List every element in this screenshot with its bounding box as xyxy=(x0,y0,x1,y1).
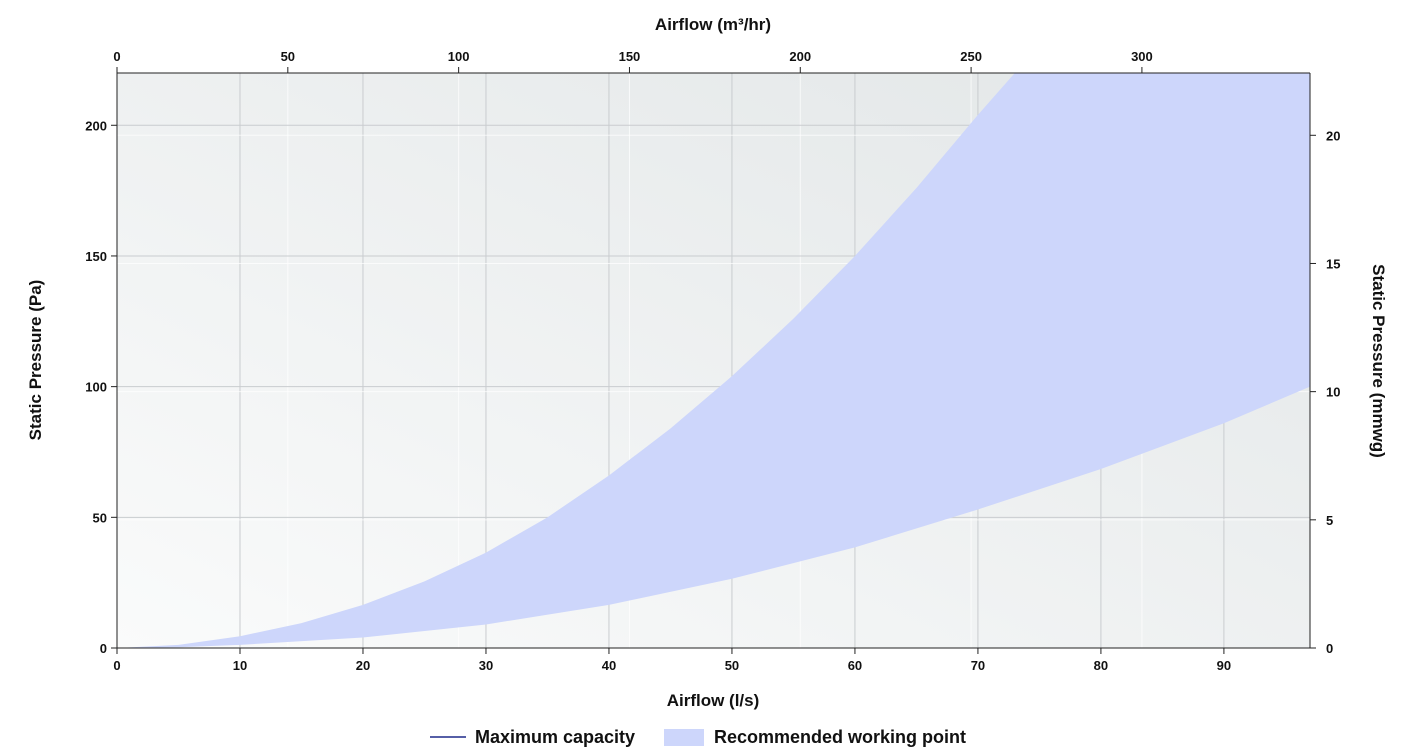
x-bottom-tick-label-20: 20 xyxy=(356,658,370,673)
y-left-tick-label-50: 50 xyxy=(93,510,107,525)
axes-layer xyxy=(116,72,1311,649)
x-top-tick-label-0: 0 xyxy=(113,49,120,64)
x-bottom-tick-label-90: 90 xyxy=(1217,658,1231,673)
series-layer xyxy=(117,73,1310,648)
y-left-tick-label-100: 100 xyxy=(85,380,107,395)
x-bottom-tick-label-40: 40 xyxy=(602,658,616,673)
x-bottom-tick-label-30: 30 xyxy=(479,658,493,673)
x-top-axis-title: Airflow (m³/hr) xyxy=(655,15,771,34)
y-right-tick-label-0: 0 xyxy=(1326,641,1333,656)
series-band-0 xyxy=(117,73,1310,648)
y-left-tick-label-150: 150 xyxy=(85,249,107,264)
x-bottom-tick-label-80: 80 xyxy=(1094,658,1108,673)
x-bottom-tick-label-60: 60 xyxy=(848,658,862,673)
legend-label-maximum-capacity: Maximum capacity xyxy=(475,727,635,747)
legend-label-recommended-working-point: Recommended working point xyxy=(714,727,966,747)
y-right-axis-title: Static Pressure (mmwg) xyxy=(1369,264,1388,458)
y-left-tick-label-200: 200 xyxy=(85,118,107,133)
y-right-tick-label-10: 10 xyxy=(1326,385,1340,400)
y-right-tick-label-5: 5 xyxy=(1326,513,1333,528)
y-right-tick-label-15: 15 xyxy=(1326,256,1340,271)
x-top-tick-label-50: 50 xyxy=(281,49,295,64)
x-top-tick-label-150: 150 xyxy=(619,49,641,64)
legend-swatch-recommended-working-point xyxy=(664,729,704,746)
y-right-tick-label-20: 20 xyxy=(1326,128,1340,143)
y-left-tick-label-0: 0 xyxy=(100,641,107,656)
x-top-tick-label-100: 100 xyxy=(448,49,470,64)
x-bottom-tick-label-10: 10 xyxy=(233,658,247,673)
x-bottom-axis-title: Airflow (l/s) xyxy=(667,691,760,710)
x-top-tick-label-250: 250 xyxy=(960,49,982,64)
x-top-tick-label-300: 300 xyxy=(1131,49,1153,64)
y-left-axis-title: Static Pressure (Pa) xyxy=(26,280,45,441)
x-bottom-tick-label-50: 50 xyxy=(725,658,739,673)
x-bottom-tick-label-0: 0 xyxy=(113,658,120,673)
ticks-layer: 0 10 20 30 40 50 60 70 80 900 50 100 150 200 250 300050… xyxy=(85,49,1340,673)
x-bottom-tick-label-70: 70 xyxy=(971,658,985,673)
legend: Maximum capacity Recommended working poi… xyxy=(430,727,966,747)
x-top-tick-label-200: 200 xyxy=(789,49,811,64)
